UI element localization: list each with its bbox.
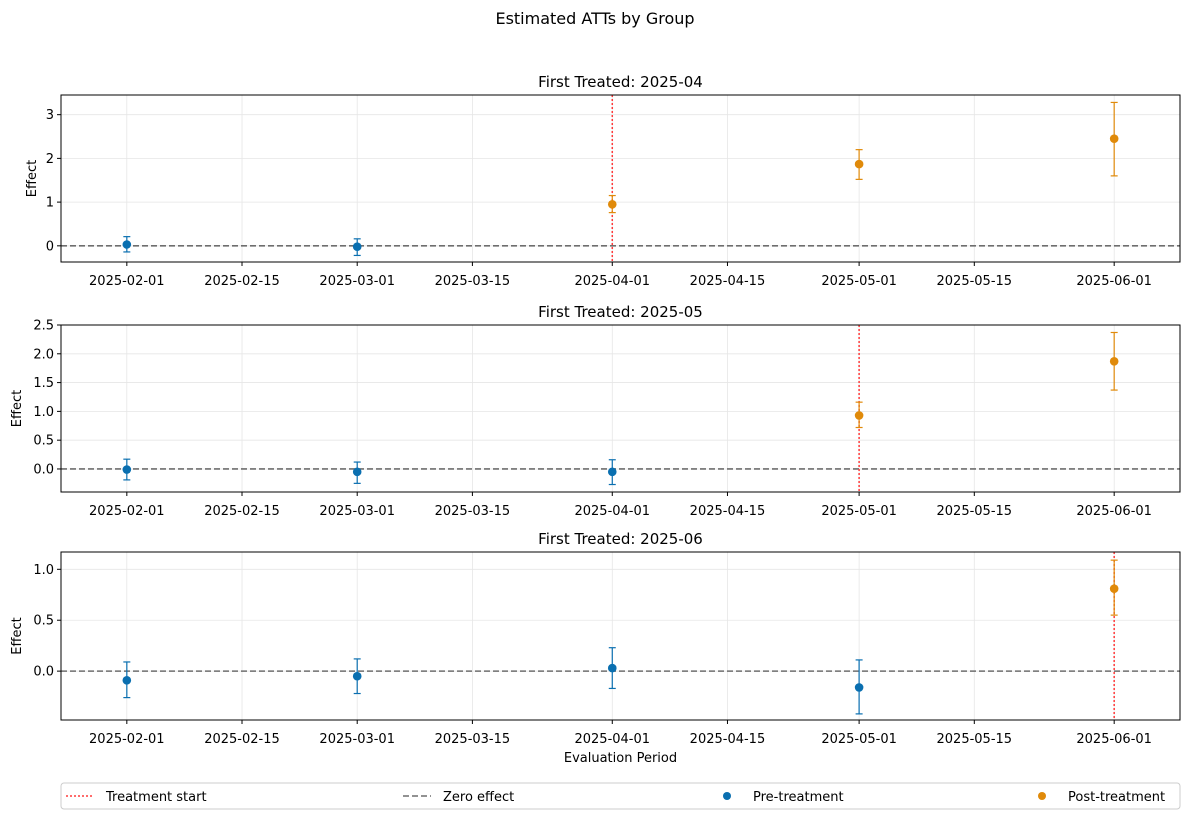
post-treatment-point [1109,356,1119,366]
x-tick-label: 2025-05-15 [937,732,1013,747]
y-tick-label: 1 [46,196,54,211]
chart-panel-1: First Treated: 2025-04 2025-02-01 2025-02-… [25,73,1181,289]
legend: Treatment start Zero effect Pre-treatment P… [60,782,1181,810]
pre-treatment-point [352,242,362,251]
x-tick-label: 2025-05-01 [821,504,897,519]
legend-item-zero-effect: Zero effect [403,790,514,805]
y-tick-label: 2.0 [33,347,54,362]
x-tick-label: 2025-03-15 [435,274,511,289]
y-tick-label: 2.5 [33,319,54,334]
legend-label: Zero effect [443,790,514,805]
x-tick-label: 2025-02-01 [89,732,165,747]
x-tick-label: 2025-02-15 [204,732,280,747]
legend-label: Treatment start [105,790,207,805]
pre-treatment-point [122,240,132,249]
x-tick-label: 2025-06-01 [1076,732,1152,747]
x-tick-label: 2025-04-01 [574,504,650,519]
y-tick-label: 2 [46,152,54,167]
plot-frame [60,94,1181,263]
x-tick-label: 2025-06-01 [1076,504,1152,519]
x-tick-label: 2025-02-15 [204,504,280,519]
legend-item-pre-treatment: Pre-treatment [723,790,844,805]
y-tick-label: 3 [46,108,54,123]
y-tick-label: 0.0 [33,462,54,477]
x-tick-label: 2025-03-15 [435,732,511,747]
post-treatment-point [1109,584,1119,593]
x-tick-label: 2025-04-01 [574,732,650,747]
pre-treatment-point [854,683,864,692]
x-tick-label: 2025-05-01 [821,732,897,747]
post-treatment-point [854,159,864,169]
pre-treatment-point [352,467,362,477]
legend-label: Post-treatment [1068,790,1165,805]
post-treatment-point [1109,134,1119,144]
x-tick-label: 2025-05-15 [937,504,1013,519]
x-tick-label: 2025-05-15 [937,274,1013,289]
plot-frame [60,551,1181,721]
chart-panel-2: First Treated: 2025-05 2025-02-01 2025-02-… [10,303,1181,519]
x-tick-label: 2025-03-01 [319,732,395,747]
x-tick-label: 2025-03-01 [319,504,395,519]
x-tick-label: 2025-04-15 [690,274,766,289]
x-tick-label: 2025-05-01 [821,274,897,289]
pre-treatment-point [607,467,617,477]
pre-treatment-point [122,465,132,474]
x-tick-label: 2025-06-01 [1076,274,1152,289]
y-tick-label: 1.5 [33,376,54,391]
legend-item-post-treatment: Post-treatment [1038,790,1165,805]
y-tick-label: 1.0 [33,405,54,420]
x-tick-label: 2025-02-01 [89,504,165,519]
pre-treatment-point [352,671,362,681]
y-tick-label: 0.5 [33,434,54,449]
x-tick-label: 2025-03-01 [319,274,395,289]
x-axis-label: Evaluation Period [564,751,677,766]
x-tick-label: 2025-02-15 [204,274,280,289]
figure-title: Estimated ATTs by Group [495,9,694,28]
x-tick-label: 2025-04-15 [690,504,766,519]
y-tick-label: 0 [46,239,54,254]
legend-label: Pre-treatment [753,790,844,805]
legend-swatch-marker [1038,792,1046,800]
y-axis-label: Effect [25,160,40,197]
y-tick-label: 0.0 [33,665,54,680]
pre-treatment-point [122,675,132,685]
post-treatment-point [854,411,864,420]
panel-title: First Treated: 2025-05 [538,303,703,321]
legend-box [60,782,1181,810]
x-tick-label: 2025-04-15 [690,732,766,747]
chart-panel-3: First Treated: 2025-06 2025-02-01 2025-02-… [10,530,1181,766]
legend-item-treatment-start: Treatment start [66,790,207,805]
panel-title: First Treated: 2025-06 [538,530,703,548]
y-axis-label: Effect [10,617,25,654]
y-tick-label: 1.0 [33,563,54,578]
y-tick-label: 0.5 [33,614,54,629]
x-tick-label: 2025-03-15 [435,504,511,519]
x-tick-label: 2025-04-01 [574,274,650,289]
plot-frame [60,324,1181,493]
legend-swatch-marker [723,792,731,800]
y-axis-label: Effect [10,390,25,427]
panel-title: First Treated: 2025-04 [538,73,703,91]
x-tick-label: 2025-02-01 [89,274,165,289]
post-treatment-point [607,199,617,209]
pre-treatment-point [607,663,617,673]
